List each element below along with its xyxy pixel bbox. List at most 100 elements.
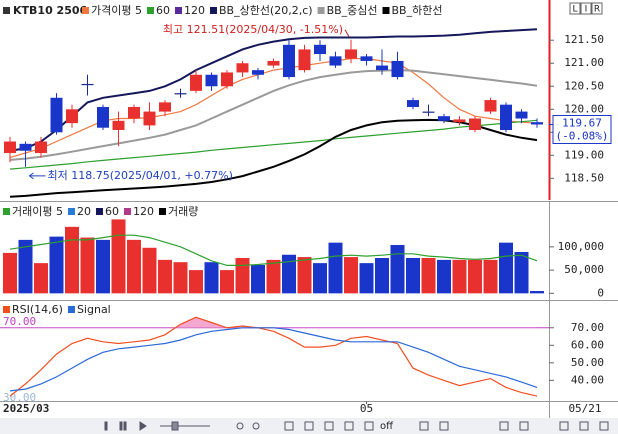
icon[interactable] bbox=[139, 421, 147, 431]
candle-body bbox=[515, 111, 528, 119]
candle-body bbox=[35, 141, 47, 154]
legend-swatch bbox=[209, 7, 217, 14]
y-tick-label: 70.00 bbox=[571, 321, 604, 334]
indicator-line bbox=[9, 327, 538, 392]
volume-bar bbox=[80, 237, 95, 294]
icon[interactable] bbox=[499, 421, 509, 431]
icon[interactable] bbox=[439, 421, 449, 431]
icon[interactable] bbox=[599, 421, 609, 431]
bb-line bbox=[9, 69, 538, 161]
volume-bar bbox=[359, 263, 374, 294]
y-tick-label: 119.00 bbox=[564, 148, 604, 161]
candle-body bbox=[190, 74, 202, 91]
candle-body bbox=[500, 104, 512, 131]
candle-body bbox=[438, 116, 450, 121]
icon[interactable] bbox=[119, 421, 123, 431]
volume-bar bbox=[235, 258, 250, 294]
volume-bar bbox=[406, 258, 420, 294]
toolbar-icons bbox=[104, 421, 609, 431]
icon[interactable] bbox=[579, 421, 589, 431]
candle-body bbox=[407, 100, 419, 107]
legend-label: 120 bbox=[133, 205, 154, 218]
icon[interactable] bbox=[344, 421, 354, 431]
volume-bar bbox=[282, 254, 296, 294]
volume-bar bbox=[375, 258, 389, 294]
legend-swatch bbox=[3, 306, 10, 313]
volume-bar bbox=[127, 239, 141, 294]
annotation-arrow bbox=[344, 29, 350, 38]
candle-body bbox=[283, 44, 295, 78]
toolbar-text[interactable]: off bbox=[380, 421, 394, 432]
legend-swatch bbox=[123, 208, 131, 215]
volume-bar bbox=[499, 242, 513, 294]
volume-bar bbox=[220, 270, 234, 294]
icon[interactable] bbox=[324, 421, 334, 431]
corner-button[interactable] bbox=[569, 2, 581, 15]
annotation-arrow bbox=[28, 172, 46, 180]
legend-swatch bbox=[95, 208, 103, 215]
y-tick-label: 60.00 bbox=[571, 338, 604, 351]
volume-bar bbox=[313, 263, 327, 294]
legend-label: 거래량 bbox=[168, 205, 198, 218]
y-tick-label: 121.50 bbox=[564, 33, 604, 46]
y-tick-label: 50,000 bbox=[564, 263, 604, 276]
candle-body bbox=[360, 56, 373, 61]
legend-label: BB_상한선(20,2,c) bbox=[219, 4, 313, 17]
volume-bar bbox=[297, 257, 312, 294]
corner-button-label: L bbox=[572, 5, 577, 15]
y-tick-label: 121.00 bbox=[564, 56, 604, 69]
volume-bar bbox=[158, 259, 172, 294]
corner-button-label: R bbox=[594, 5, 600, 15]
icon[interactable] bbox=[364, 421, 374, 431]
volume-bar bbox=[483, 259, 498, 294]
volume-bar bbox=[34, 263, 48, 294]
y-tick-label: 118.50 bbox=[564, 171, 604, 184]
icon[interactable] bbox=[304, 421, 314, 431]
icon[interactable] bbox=[123, 421, 127, 431]
candle-body bbox=[174, 93, 187, 95]
candle-body bbox=[391, 60, 404, 78]
volume-bar bbox=[142, 247, 157, 294]
indicator-line bbox=[9, 316, 538, 397]
volume-bar bbox=[96, 239, 110, 294]
candle-body bbox=[345, 49, 357, 59]
icon[interactable] bbox=[419, 421, 429, 431]
legend-swatch bbox=[82, 7, 89, 14]
title-icon bbox=[3, 7, 10, 14]
legend-label: 거래이평 5 bbox=[12, 205, 63, 218]
icon[interactable] bbox=[252, 422, 260, 430]
volume-bar bbox=[514, 251, 529, 294]
candle-body bbox=[267, 60, 280, 66]
legend-label: 60 bbox=[105, 205, 119, 218]
candle-body bbox=[205, 74, 218, 87]
corner-button[interactable] bbox=[591, 2, 603, 15]
corner-button[interactable] bbox=[580, 2, 592, 15]
icon[interactable] bbox=[284, 421, 294, 431]
legend-label: 60 bbox=[156, 4, 170, 17]
scroll-thumb[interactable] bbox=[171, 421, 179, 431]
ma-line bbox=[9, 119, 538, 170]
volume-bar bbox=[468, 259, 482, 294]
icon[interactable] bbox=[519, 421, 529, 431]
y-tick-label: 40.00 bbox=[571, 373, 604, 386]
level-label: 30.00 bbox=[3, 391, 36, 404]
volume-ma-line bbox=[9, 234, 538, 266]
icon[interactable] bbox=[104, 421, 108, 431]
legend-label: BB_하한선 bbox=[392, 3, 443, 17]
candle-body bbox=[329, 56, 342, 66]
volume-bar bbox=[18, 239, 33, 294]
legend-label: BB_중심선 bbox=[327, 4, 378, 17]
volume-bar bbox=[111, 219, 126, 294]
volume-bar bbox=[390, 244, 405, 294]
icon[interactable] bbox=[236, 422, 244, 430]
legend-label: 120 bbox=[184, 4, 205, 17]
bb-line bbox=[9, 118, 538, 198]
volume-bar bbox=[437, 259, 451, 294]
candle-body bbox=[422, 111, 435, 113]
volume-bar bbox=[49, 236, 64, 294]
last-change: (-0.08%) bbox=[556, 129, 609, 142]
icon[interactable] bbox=[559, 421, 569, 431]
candle-body bbox=[469, 118, 481, 131]
